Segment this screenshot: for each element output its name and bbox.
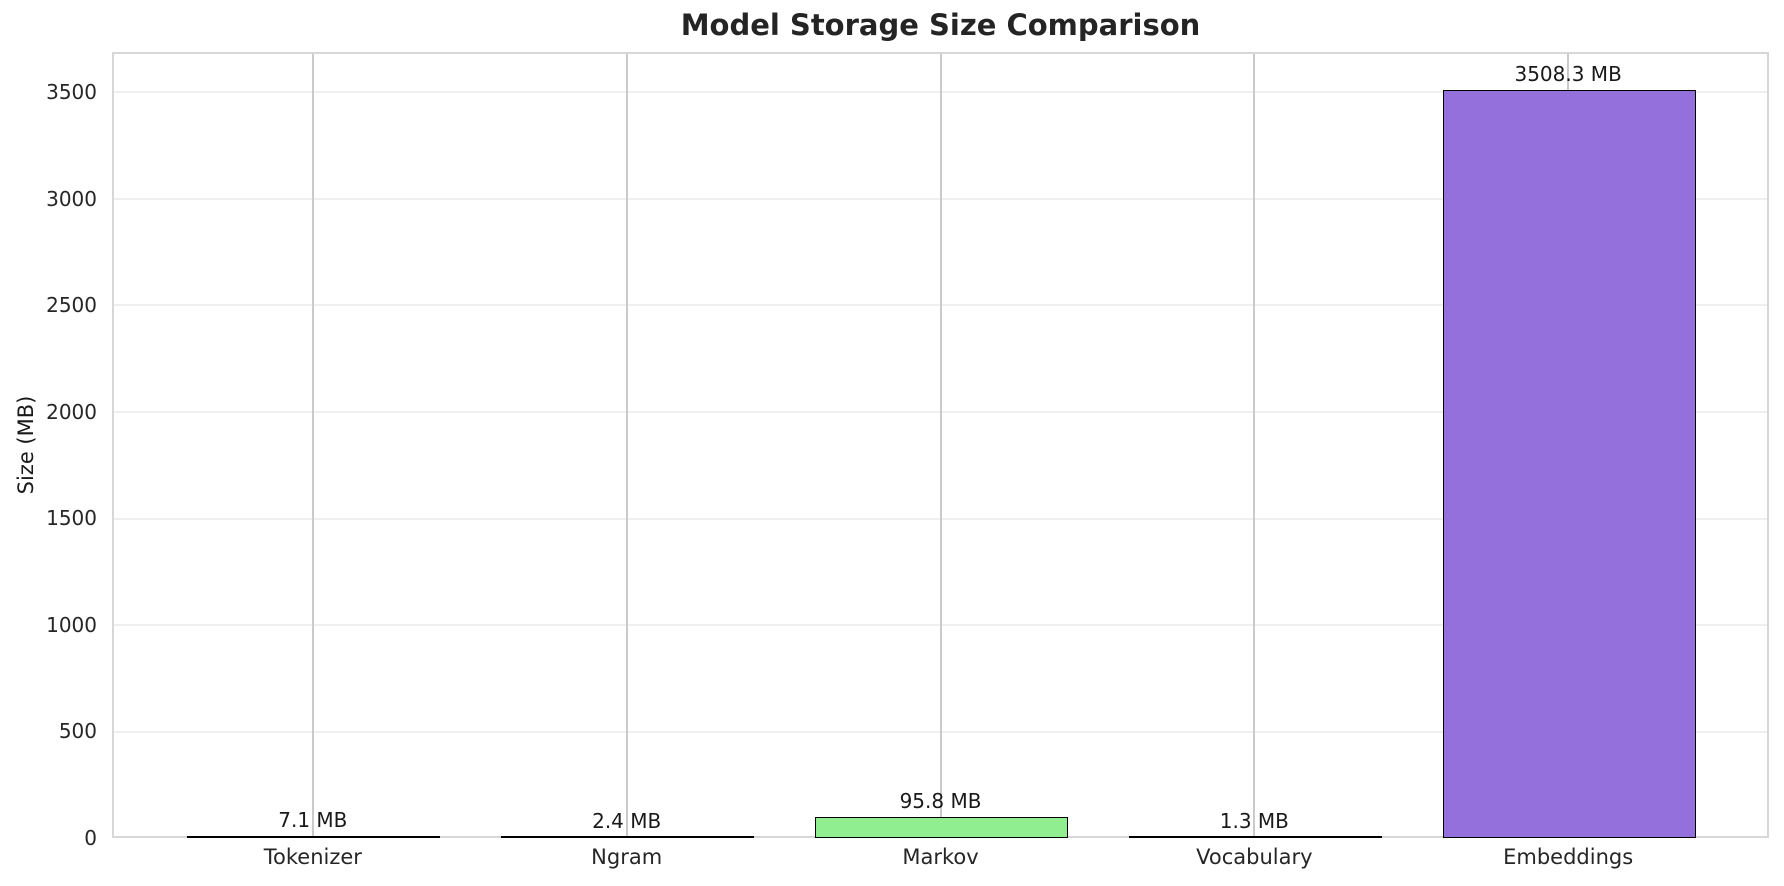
y-tick-label: 2000 xyxy=(46,399,97,424)
bar-value-label: 95.8 MB xyxy=(899,788,982,813)
gridline-vertical xyxy=(625,52,628,838)
bar-markov xyxy=(814,817,1069,838)
y-tick-label: 0 xyxy=(84,826,97,850)
gridline-vertical xyxy=(1253,52,1256,838)
y-tick-label: 1500 xyxy=(46,506,97,531)
bar-vocabulary xyxy=(1128,836,1382,838)
y-tick-label: 500 xyxy=(58,719,97,744)
bar-embeddings xyxy=(1442,90,1696,838)
bar-ngram xyxy=(501,836,755,838)
y-tick-label: 1000 xyxy=(46,612,97,637)
y-tick-label: 2500 xyxy=(46,293,97,318)
x-tick-label-markov: Markov xyxy=(902,845,979,869)
chart-title: Model Storage Size Comparison xyxy=(680,8,1201,42)
x-tick-label-ngram: Ngram xyxy=(591,845,663,869)
x-tick-label-tokenizer: Tokenizer xyxy=(263,845,362,869)
bar-value-label: 1.3 MB xyxy=(1219,808,1289,833)
plot-area: 7.1 MB 2.4 MB 95.8 MB 1.3 MB 3508.3 MB xyxy=(112,52,1769,838)
y-tick-label: 3000 xyxy=(46,186,97,211)
gridline-vertical xyxy=(311,52,314,838)
bar-value-label: 7.1 MB xyxy=(278,807,348,832)
bar-value-label: 2.4 MB xyxy=(592,808,662,833)
bar-value-label: 3508.3 MB xyxy=(1514,61,1622,86)
bar-tokenizer xyxy=(187,836,441,838)
gridline-vertical xyxy=(939,52,942,838)
y-tick-label: 3500 xyxy=(46,80,97,105)
x-tick-label-embeddings: Embeddings xyxy=(1503,845,1634,869)
x-tick-label-vocabulary: Vocabulary xyxy=(1196,845,1313,869)
